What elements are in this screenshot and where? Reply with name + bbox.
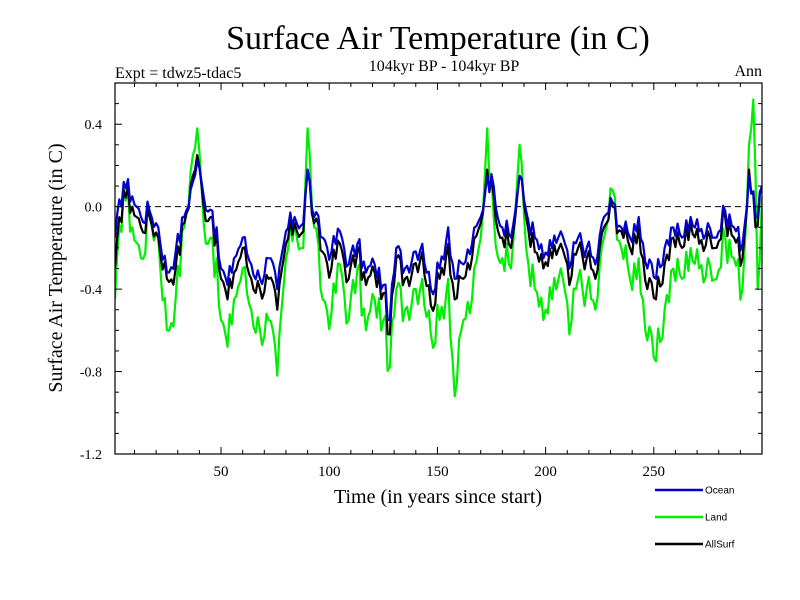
legend: Ocean Land AllSurf [655, 486, 735, 551]
axis-ticks: 50 100 150 200 250 -1.2 -0.8 -0.4 0.0 0.4 [80, 82, 762, 480]
plot-series-group [115, 98, 762, 398]
x-tick-label: 50 [214, 464, 229, 480]
y-tick-label: -1.2 [80, 448, 102, 463]
chart-subtitle: 104kyr BP - 104kyr BP [369, 58, 520, 75]
legend-label-land: Land [705, 513, 727, 524]
series-line-allsurf [115, 154, 762, 336]
legend-label-allsurf: AllSurf [705, 540, 735, 551]
y-tick-label: -0.8 [80, 366, 102, 381]
x-axis-label: Time (in years since start) [334, 486, 542, 508]
x-tick-label: 100 [318, 464, 341, 480]
y-axis-label: Surface Air Temperature (in C) [45, 143, 67, 392]
x-tick-label: 250 [643, 464, 666, 480]
series-line-land [115, 98, 762, 398]
y-tick-label: 0.0 [85, 201, 103, 216]
x-tick-label: 200 [534, 464, 557, 480]
chart-title: Surface Air Temperature (in C) [226, 20, 650, 57]
legend-label-ocean: Ocean [705, 486, 734, 497]
y-tick-label: 0.4 [85, 118, 103, 133]
x-tick-label: 150 [426, 464, 449, 480]
y-tick-label: -0.4 [80, 283, 102, 298]
series-line-ocean [115, 160, 762, 322]
season-label: Ann [734, 63, 762, 80]
experiment-label: Expt = tdwz5-tdac5 [115, 65, 241, 82]
